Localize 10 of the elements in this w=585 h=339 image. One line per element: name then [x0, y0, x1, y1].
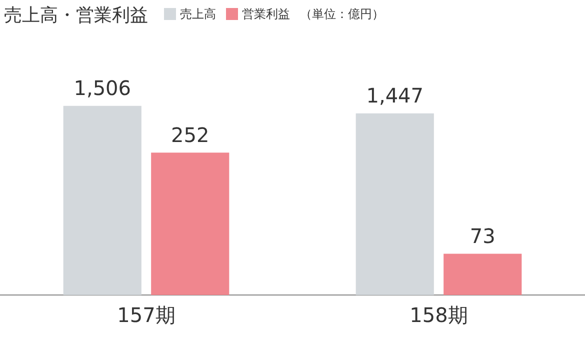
- legend-label: 売上高: [180, 6, 216, 22]
- data-label: 1,447: [366, 84, 424, 108]
- legend-label: 営業利益: [242, 6, 290, 22]
- text: （単位：億円）: [300, 6, 384, 23]
- x-tick-label: 157期: [117, 303, 176, 328]
- data-label: 1,506: [74, 76, 132, 100]
- x-tick-label: 158期: [410, 303, 468, 328]
- data-label: 252: [171, 122, 210, 147]
- data-label: 73: [470, 224, 496, 248]
- chart-title: 売上高・営業利益: [4, 4, 148, 26]
